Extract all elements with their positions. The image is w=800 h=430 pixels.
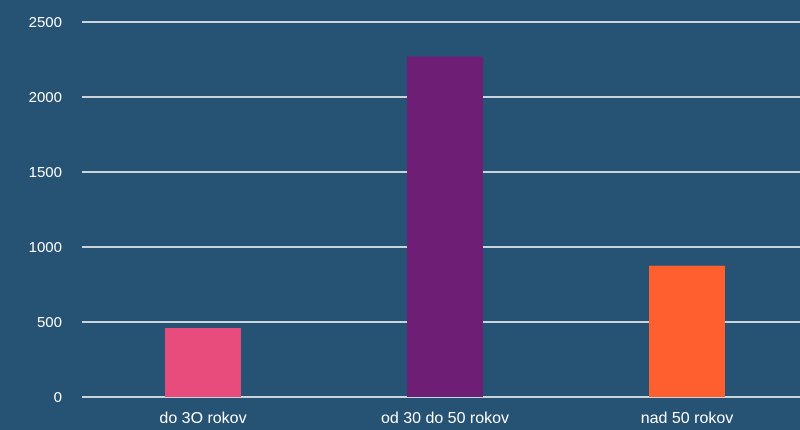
y-tick-label: 1000 <box>29 239 62 256</box>
x-category-label: od 30 do 50 rokov <box>381 410 509 427</box>
y-tick-label: 0 <box>54 389 62 406</box>
y-tick-label: 2500 <box>29 14 62 31</box>
y-tick-label: 2000 <box>29 89 62 106</box>
x-category-label: nad 50 rokov <box>641 410 734 427</box>
y-tick-label: 500 <box>37 314 62 331</box>
x-axis-labels: do 3O rokov od 30 do 50 rokov nad 50 rokov <box>159 410 733 427</box>
bar-3 <box>649 265 725 397</box>
y-tick-label: 1500 <box>29 164 62 181</box>
bar-1 <box>165 328 241 397</box>
y-axis-ticks: 0 500 1000 1500 2000 2500 <box>29 14 62 406</box>
x-category-label: do 3O rokov <box>159 410 246 427</box>
bars <box>165 56 725 397</box>
bar-2 <box>407 56 483 397</box>
